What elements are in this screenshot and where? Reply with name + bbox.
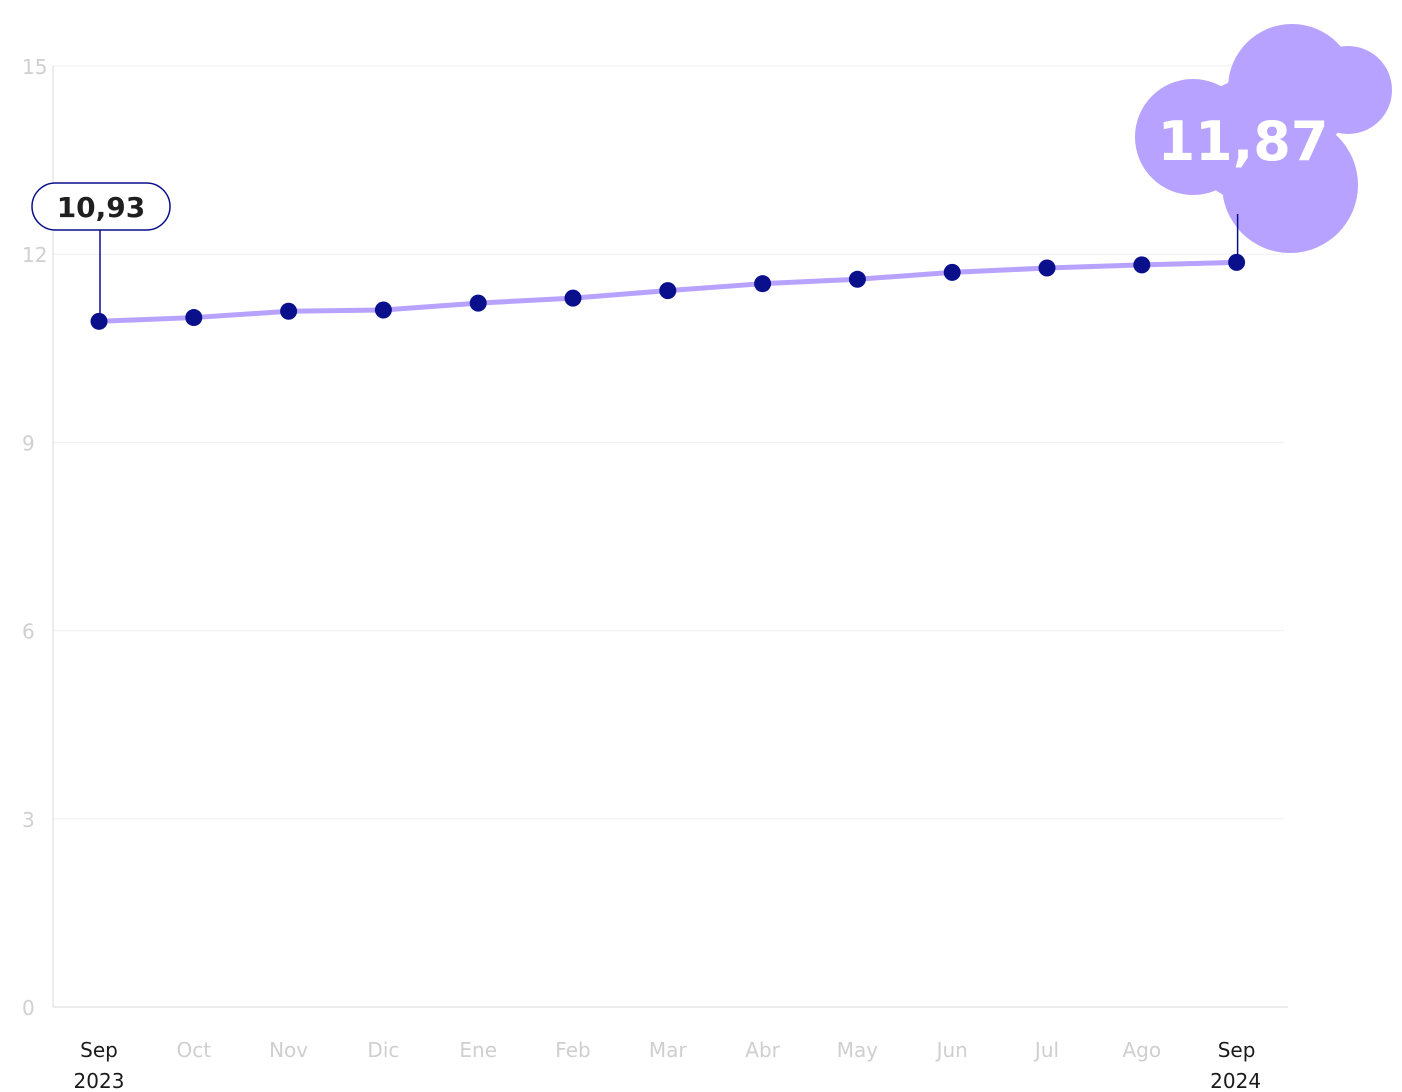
y-tick-label: 0 [22,996,35,1020]
data-point [659,282,677,300]
data-point [469,294,487,312]
data-point [280,302,298,320]
x-tick-label: May [837,1038,879,1062]
x-tick-label: Nov [269,1038,308,1062]
x-tick-label: Sep [1218,1038,1256,1062]
y-tick-label: 12 [22,243,47,267]
data-point [185,309,203,327]
data-point [1038,259,1056,277]
x-tick-labels: Sep 2023 Oct Nov Dic Ene Feb Mar Abr May Jun Jul Ago… [74,1038,1262,1092]
y-tick-label: 15 [22,55,47,79]
end-value-blob [1135,24,1392,253]
y-tick-label: 3 [22,808,35,832]
start-callout-pill [31,182,171,231]
blob-lobe [1304,46,1392,134]
data-point [374,301,392,319]
blob-lobe [1190,78,1314,202]
x-tick-label: Ago [1122,1038,1161,1062]
end-value-label: 11,87 [1158,110,1329,173]
x-tick-label: Jun [935,1038,968,1062]
data-point [943,263,961,281]
y-tick-label: 6 [22,620,35,644]
x-tick-label: Abr [745,1038,780,1062]
x-tick-label: Oct [177,1038,212,1062]
y-tick-label: 9 [22,431,35,455]
x-tick-label: Sep [80,1038,118,1062]
data-points [90,253,1246,330]
data-point [564,289,582,307]
x-tick-year-label: 2024 [1210,1069,1261,1092]
axes [52,66,1288,1008]
x-tick-label: Ene [459,1038,497,1062]
start-value-label: 10,93 [57,191,146,224]
x-tick-year-label: 2023 [74,1069,125,1092]
data-point [754,275,772,293]
data-point [848,270,866,288]
end-value-text: 11,87 [1158,110,1329,173]
x-tick-label: Jul [1033,1038,1059,1062]
x-tick-label: Feb [555,1038,590,1062]
data-point [1133,256,1151,274]
x-tick-label: Mar [649,1038,688,1062]
data-point [1228,253,1246,271]
y-tick-labels: 0 3 6 9 12 15 [22,55,47,1020]
data-point [90,312,108,330]
start-value-callout: 10,93 [31,182,171,231]
x-tick-label: Dic [367,1038,399,1062]
grid-lines [53,65,1284,820]
